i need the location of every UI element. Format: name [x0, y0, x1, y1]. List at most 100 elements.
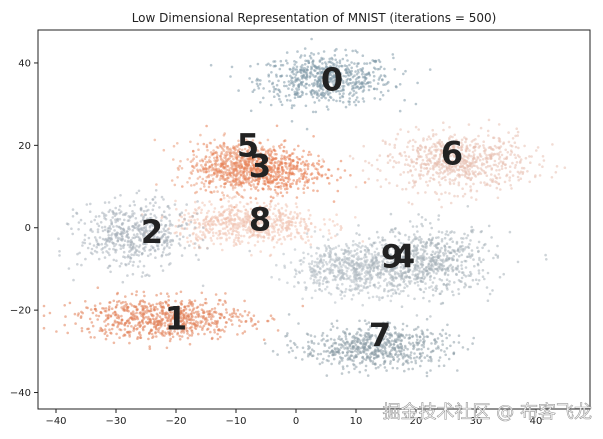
point-digit-9: [350, 297, 354, 301]
point-digit-4: [355, 232, 358, 235]
point-digit-0: [311, 89, 314, 92]
point-digit-4: [491, 289, 494, 292]
point-digit-6: [395, 184, 399, 187]
point-digit-6: [509, 144, 512, 147]
point-digit-2: [191, 214, 195, 218]
point-digit-8: [210, 239, 213, 242]
point-digit-4: [469, 239, 472, 242]
point-digit-6: [412, 165, 416, 168]
point-digit-2: [100, 226, 104, 229]
point-digit-5: [179, 159, 182, 163]
point-digit-3: [298, 158, 302, 161]
point-digit-4: [467, 246, 471, 249]
point-digit-6: [511, 174, 515, 177]
point-digit-0: [267, 62, 270, 66]
point-digit-6: [457, 152, 461, 156]
point-digit-0: [359, 68, 362, 71]
point-digit-4: [476, 282, 480, 286]
point-digit-4: [444, 248, 447, 251]
point-digit-3: [307, 178, 311, 181]
point-digit-6: [471, 150, 475, 154]
point-digit-2: [159, 264, 163, 268]
point-digit-6: [478, 154, 482, 157]
point-digit-4: [436, 269, 440, 273]
point-digit-2: [180, 224, 184, 227]
point-digit-3: [281, 175, 284, 179]
point-digit-4: [544, 253, 547, 257]
point-digit-0: [313, 83, 316, 87]
point-digit-2: [113, 229, 116, 232]
point-digit-4: [463, 259, 467, 263]
point-digit-2: [127, 219, 131, 222]
point-digit-6: [497, 152, 500, 155]
point-digit-9: [393, 289, 397, 292]
point-digit-6: [474, 175, 478, 178]
point-digit-2: [185, 203, 188, 206]
point-digit-6: [405, 158, 408, 161]
point-digit-2: [110, 222, 113, 225]
point-digit-2: [163, 215, 166, 219]
point-digit-4: [398, 283, 401, 286]
point-digit-2: [103, 201, 107, 204]
point-digit-2: [132, 253, 136, 257]
point-digit-6: [460, 152, 464, 156]
point-digit-4: [403, 286, 406, 290]
point-digit-5: [286, 167, 289, 170]
point-digit-4: [452, 293, 455, 297]
point-digit-9: [298, 259, 302, 263]
point-digit-6: [428, 179, 432, 183]
point-digit-0: [331, 58, 334, 61]
point-digit-8: [277, 215, 281, 218]
point-digit-6: [479, 167, 483, 170]
point-digit-0: [338, 92, 342, 96]
point-digit-8: [250, 253, 253, 257]
point-digit-8: [221, 211, 225, 214]
point-digit-4: [425, 246, 428, 249]
point-digit-2: [126, 274, 129, 277]
point-digit-0: [385, 82, 389, 85]
point-digit-9: [377, 286, 380, 290]
point-digit-6: [407, 155, 411, 158]
point-digit-4: [448, 265, 451, 268]
point-digit-9: [368, 273, 372, 277]
point-digit-4: [443, 244, 447, 248]
point-digit-3: [204, 179, 208, 183]
point-digit-4: [457, 292, 461, 296]
point-digit-6: [478, 158, 482, 162]
point-digit-0: [259, 101, 262, 104]
point-digit-0: [273, 95, 276, 98]
point-digit-0: [372, 66, 376, 70]
point-digit-5: [210, 168, 213, 172]
point-digit-0: [301, 91, 305, 94]
point-digit-2: [193, 242, 197, 245]
point-digit-8: [174, 199, 177, 203]
point-digit-2: [144, 274, 147, 277]
point-digit-4: [460, 267, 464, 271]
point-digit-8: [235, 214, 239, 217]
point-digit-4: [494, 253, 498, 257]
point-digit-6: [376, 167, 380, 171]
point-digit-9: [312, 278, 316, 282]
point-digit-2: [196, 212, 199, 215]
point-digit-4: [470, 225, 474, 229]
point-digit-6: [386, 154, 390, 158]
point-digit-3: [235, 191, 239, 194]
point-digit-2: [71, 208, 75, 211]
point-digit-6: [414, 168, 417, 171]
point-digit-6: [494, 163, 498, 167]
point-digit-8: [180, 215, 183, 219]
point-digit-0: [353, 100, 356, 104]
point-digit-8: [231, 225, 235, 228]
point-digit-1: [93, 336, 96, 339]
point-digit-0: [300, 77, 304, 80]
point-digit-6: [441, 162, 444, 166]
point-digit-9: [324, 287, 327, 291]
point-digit-9: [318, 281, 321, 285]
point-digit-6: [446, 141, 449, 145]
point-digit-0: [309, 74, 312, 78]
point-digit-6: [500, 167, 504, 170]
point-digit-3: [269, 195, 273, 199]
point-digit-3: [232, 170, 236, 173]
point-digit-6: [485, 160, 489, 163]
point-digit-4: [419, 248, 423, 251]
